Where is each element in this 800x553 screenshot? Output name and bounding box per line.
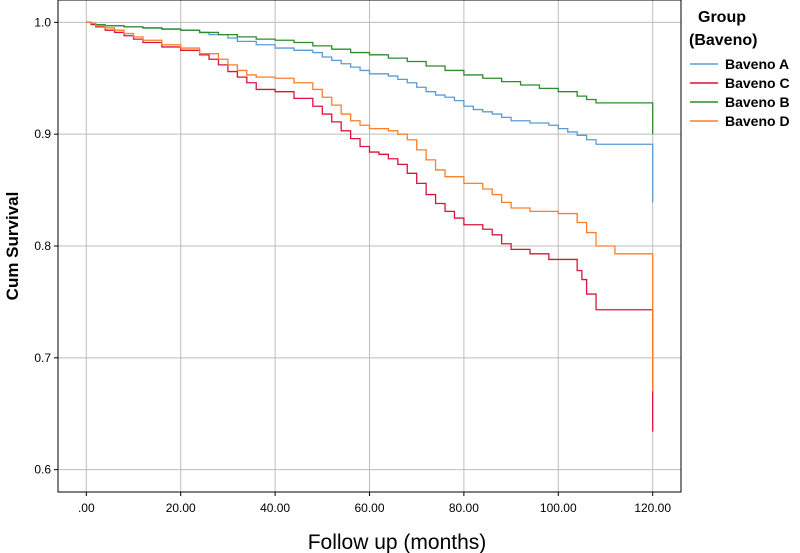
y-tick-label: 0.7	[34, 351, 51, 365]
series-line-baveno-d	[86, 21, 654, 392]
y-axis: 0.6 0.7 0.8 0.9 1.0	[34, 15, 58, 477]
legend-title-line-1: Group	[698, 9, 746, 26]
grid-lines	[58, 0, 681, 492]
x-tick-label: .00	[78, 501, 95, 515]
legend-label-baveno-b: Baveno B	[725, 94, 790, 110]
y-tick-label: 1.0	[34, 15, 51, 29]
legend: Group (Baveno) Baveno A Baveno C Baveno B B…	[689, 9, 790, 129]
x-tick-label: 120.00	[634, 501, 671, 515]
legend-label-baveno-a: Baveno A	[725, 56, 789, 72]
legend-label-baveno-c: Baveno C	[725, 75, 790, 91]
x-axis-label: Follow up (months)	[308, 531, 487, 553]
x-tick-label: 80.00	[449, 501, 479, 515]
x-tick-label: 40.00	[260, 501, 290, 515]
y-tick-label: 0.6	[34, 463, 51, 477]
series-lines	[86, 21, 654, 432]
series-line-baveno-b	[86, 21, 654, 135]
x-axis: .00 20.00 40.00 60.00 80.00 100.00 120.00	[78, 492, 671, 515]
series-line-baveno-c	[86, 21, 654, 432]
x-tick-label: 20.00	[166, 501, 196, 515]
y-tick-label: 0.9	[34, 127, 51, 141]
legend-label-baveno-d: Baveno D	[725, 113, 790, 129]
x-tick-label: 60.00	[354, 501, 384, 515]
y-tick-label: 0.8	[34, 239, 51, 253]
y-axis-label: Cum Survival	[3, 192, 22, 301]
x-tick-label: 100.00	[540, 501, 577, 515]
legend-title-line-2: (Baveno)	[689, 32, 757, 49]
